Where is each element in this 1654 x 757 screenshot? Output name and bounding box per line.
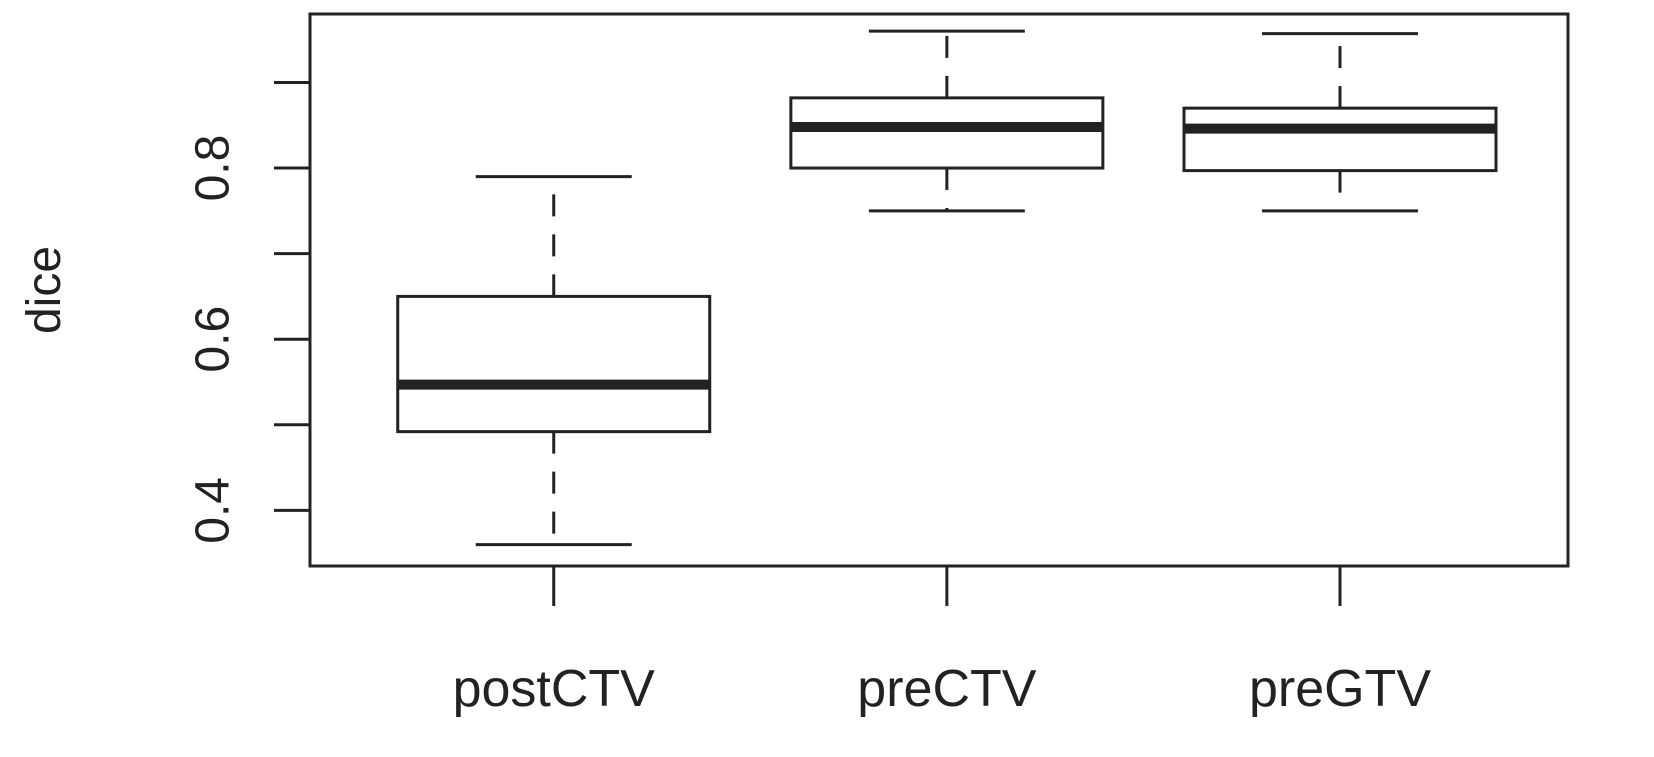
y-tick-label: 0.4: [187, 477, 240, 544]
y-tick-label: 0.6: [187, 306, 240, 373]
x-tick-label: preGTV: [1249, 660, 1431, 718]
plot-area: 0.4 0.6 0.8 postCTV preCTV preGTV: [187, 12, 1570, 718]
y-tick-label: 0.8: [187, 135, 240, 202]
y-axis-label: dice: [18, 246, 71, 334]
plot-frame: [308, 12, 1570, 568]
box-iqr: [789, 96, 1105, 170]
box-iqr: [1182, 106, 1498, 173]
x-tick-label: preCTV: [857, 660, 1036, 718]
box-iqr: [396, 294, 712, 434]
x-tick-label: postCTV: [453, 660, 656, 718]
